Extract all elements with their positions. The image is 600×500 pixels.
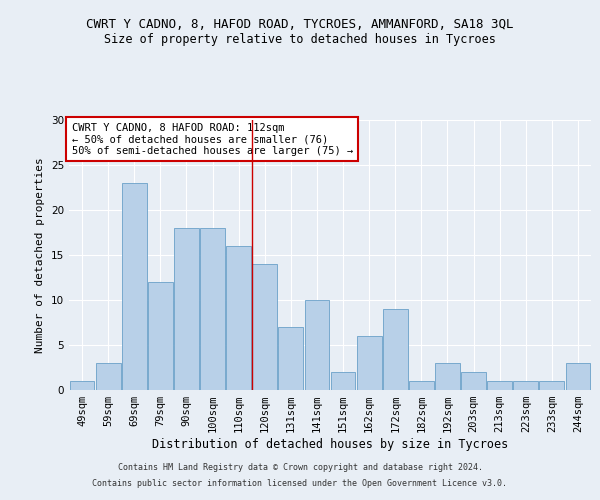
- Bar: [461, 372, 486, 390]
- Bar: [539, 381, 564, 390]
- Text: CWRT Y CADNO, 8 HAFOD ROAD: 112sqm
← 50% of detached houses are smaller (76)
50%: CWRT Y CADNO, 8 HAFOD ROAD: 112sqm ← 50%…: [71, 122, 353, 156]
- Bar: [200, 228, 225, 390]
- Bar: [514, 381, 538, 390]
- Bar: [487, 381, 512, 390]
- Bar: [278, 327, 303, 390]
- Bar: [96, 363, 121, 390]
- Bar: [122, 183, 146, 390]
- Bar: [305, 300, 329, 390]
- Bar: [226, 246, 251, 390]
- Bar: [409, 381, 434, 390]
- X-axis label: Distribution of detached houses by size in Tycroes: Distribution of detached houses by size …: [152, 438, 508, 451]
- Bar: [566, 363, 590, 390]
- Bar: [253, 264, 277, 390]
- Text: Contains HM Land Registry data © Crown copyright and database right 2024.: Contains HM Land Registry data © Crown c…: [118, 464, 482, 472]
- Bar: [331, 372, 355, 390]
- Bar: [174, 228, 199, 390]
- Y-axis label: Number of detached properties: Number of detached properties: [35, 157, 46, 353]
- Bar: [435, 363, 460, 390]
- Text: CWRT Y CADNO, 8, HAFOD ROAD, TYCROES, AMMANFORD, SA18 3QL: CWRT Y CADNO, 8, HAFOD ROAD, TYCROES, AM…: [86, 18, 514, 30]
- Bar: [383, 309, 407, 390]
- Text: Size of property relative to detached houses in Tycroes: Size of property relative to detached ho…: [104, 32, 496, 46]
- Text: Contains public sector information licensed under the Open Government Licence v3: Contains public sector information licen…: [92, 478, 508, 488]
- Bar: [148, 282, 173, 390]
- Bar: [357, 336, 382, 390]
- Bar: [70, 381, 94, 390]
